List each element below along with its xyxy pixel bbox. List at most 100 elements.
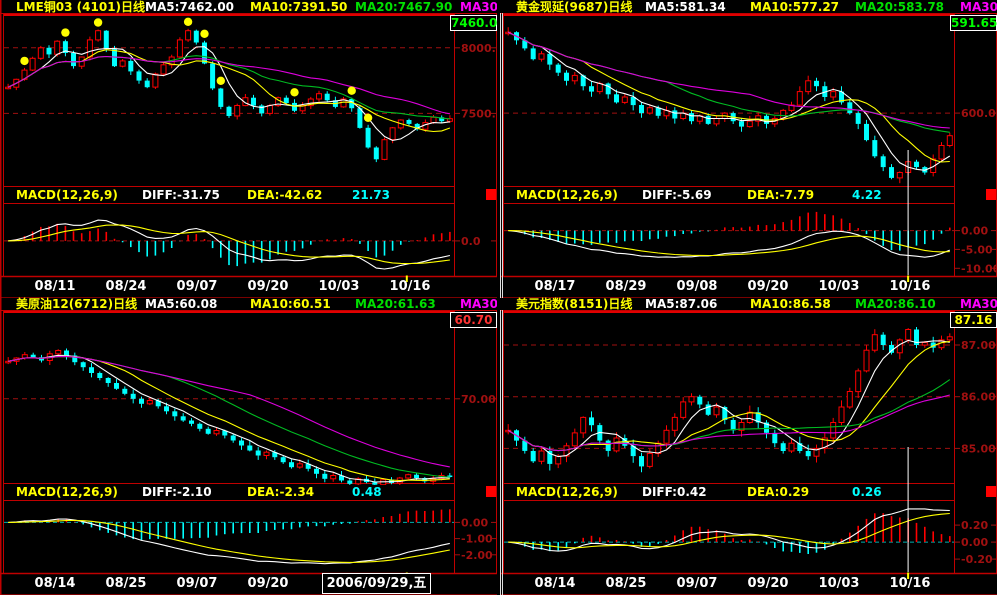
ma30-value: MA30:8	[960, 297, 997, 311]
date-axis: 08/14 08/25 09/07 09/20 10/03 10/16	[500, 297, 997, 595]
date-label: 09/07	[676, 576, 718, 591]
chart-panel-crude-oil[interactable]: 70.00 0.00 -1.00 -2.00 美原油12(6712)日线 MA5:60…	[0, 297, 497, 595]
candlestick-macd-chart[interactable]: 70.00 0.00 -1.00 -2.00	[0, 297, 497, 595]
axis-label: 600.00	[961, 107, 997, 120]
chart-panel-gold[interactable]: 600.00 0.00 -5.00 -10.00 黄金现延(9687)日线 MA5:5…	[500, 0, 997, 298]
macd-bar-value: 21.73	[352, 188, 390, 202]
date-axis: 08/14 08/25 09/07 09/20	[0, 297, 497, 595]
ma30-value: MA30:5	[960, 0, 997, 14]
axis-label: 8000.0	[461, 42, 497, 55]
ma5-value: MA5:581.34	[645, 0, 726, 14]
date-label: 08/29	[605, 279, 647, 294]
date-label: 10/03	[318, 279, 360, 294]
last-price-box: 591.65	[950, 15, 997, 31]
ma5-value: MA5:60.08	[145, 297, 218, 311]
date-label: 08/14	[534, 576, 576, 591]
instrument-title: LME铜03 (4101)日线	[16, 0, 146, 14]
axis-label: 85.00	[961, 442, 996, 455]
ma10-value: MA10:86.58	[750, 297, 831, 311]
macd-label: MACD(12,26,9)	[516, 188, 618, 202]
axis-label: 0.0	[461, 235, 481, 248]
date-label: 09/20	[747, 279, 789, 294]
macd-bar-value: 0.48	[352, 485, 382, 499]
date-label: 10/16	[889, 576, 931, 591]
macd-bar-value: 4.22	[852, 188, 882, 202]
signal-dot-icon	[347, 86, 356, 95]
ma30-value: MA30:7	[460, 0, 497, 14]
ma20-value: MA20:583.78	[855, 0, 945, 14]
macd-diff-value: DIFF:-2.10	[142, 485, 212, 499]
macd-label: MACD(12,26,9)	[516, 485, 618, 499]
macd-diff-value: DIFF:0.42	[642, 485, 707, 499]
date-label: 09/07	[176, 279, 218, 294]
date-label: 08/11	[34, 279, 76, 294]
last-price-box: 7460.0	[450, 15, 497, 31]
date-axis: 08/11 08/24 09/07 09/20 10/03 10/16	[0, 0, 497, 298]
candlestick-macd-chart[interactable]: 87.00 86.00 85.00 0.20 0.00 -0.20	[500, 297, 997, 595]
axis-label: -2.00	[461, 549, 493, 562]
crosshair-date-box: 2006/09/29,五	[322, 573, 431, 594]
ma20-value: MA20:86.10	[855, 297, 936, 311]
date-axis: 08/17 08/29 09/08 09/20 10/03 10/16	[500, 0, 997, 298]
date-label: 09/20	[247, 279, 289, 294]
axis-label: 70.00	[461, 393, 496, 406]
signal-dot-icon	[183, 17, 193, 26]
signal-dot-icon	[290, 88, 299, 97]
signal-dot-icon	[61, 28, 70, 37]
date-label: 08/24	[105, 279, 147, 294]
date-label: 08/25	[605, 576, 647, 591]
signal-dot-icon	[200, 29, 209, 38]
chart-panel-lme-copper[interactable]: 8000.0 7500.0 0.0 LME铜03 (4101)日线 MA5:7462…	[0, 0, 497, 298]
date-label: 10/16	[889, 279, 931, 294]
date-label: 08/14	[34, 576, 76, 591]
instrument-title: 美元指数(8151)日线	[516, 297, 633, 311]
date-label: 10/03	[818, 279, 860, 294]
alert-marker-icon	[986, 486, 996, 497]
candlestick-macd-chart[interactable]: 600.00 0.00 -5.00 -10.00	[500, 0, 997, 298]
signal-dot-icon	[363, 113, 373, 123]
axis-label: 87.00	[961, 339, 996, 352]
chart-panel-dollar-index[interactable]: 87.00 86.00 85.00 0.20 0.00 -0.20 美元指数(8151)日…	[500, 297, 997, 595]
macd-dea-value: DEA:0.29	[747, 485, 810, 499]
date-label: 10/03	[818, 576, 860, 591]
ma10-value: MA10:7391.50	[250, 0, 348, 14]
ma10-value: MA10:60.51	[250, 297, 331, 311]
instrument-title: 美原油12(6712)日线	[16, 297, 138, 311]
macd-bar-value: 0.26	[852, 485, 882, 499]
axis-label: 0.00	[961, 225, 988, 238]
ma20-value: MA20:61.63	[355, 297, 436, 311]
date-label: 08/25	[105, 576, 147, 591]
axis-label: 0.20	[961, 519, 988, 532]
ma10-value: MA10:577.27	[750, 0, 840, 14]
date-label: 09/07	[176, 576, 218, 591]
candlestick-macd-chart[interactable]: 8000.0 7500.0 0.0	[0, 0, 497, 298]
macd-diff-value: DIFF:-5.69	[642, 188, 712, 202]
macd-dea-value: DEA:-42.62	[247, 188, 323, 202]
alert-marker-icon	[486, 189, 496, 200]
ma30-value: MA30:6	[460, 297, 497, 311]
ma20-value: MA20:7467.90	[355, 0, 453, 14]
date-label: 10/16	[389, 279, 431, 294]
last-price-box: 60.70	[450, 312, 497, 328]
axis-label: 86.00	[961, 391, 996, 404]
macd-diff-value: DIFF:-31.75	[142, 188, 220, 202]
signal-dot-icon	[93, 18, 103, 27]
ma5-value: MA5:87.06	[645, 297, 718, 311]
axis-label: -1.00	[461, 533, 493, 546]
date-label: 09/20	[247, 576, 289, 591]
macd-dea-value: DEA:-2.34	[247, 485, 315, 499]
macd-label: MACD(12,26,9)	[16, 188, 118, 202]
alert-marker-icon	[986, 189, 996, 200]
axis-label: 0.00	[961, 536, 988, 549]
date-label: 08/17	[534, 279, 576, 294]
axis-label: 7500.0	[461, 107, 497, 120]
instrument-title: 黄金现延(9687)日线	[516, 0, 633, 14]
signal-dot-icon	[20, 56, 29, 66]
signal-dot-icon	[216, 76, 225, 86]
axis-label: -0.20	[961, 553, 993, 566]
macd-dea-value: DEA:-7.79	[747, 188, 815, 202]
date-label: 09/20	[747, 576, 789, 591]
axis-label: -5.00	[961, 243, 993, 256]
axis-label: -10.00	[961, 262, 997, 275]
